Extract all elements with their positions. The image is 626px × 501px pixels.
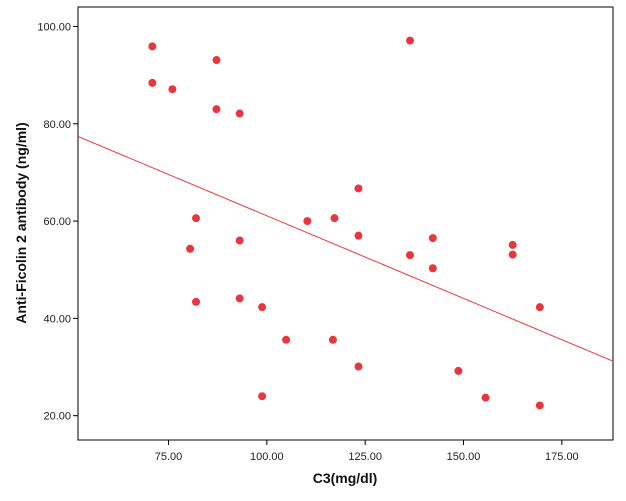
data-point bbox=[406, 251, 415, 260]
data-point bbox=[258, 303, 267, 312]
data-point bbox=[535, 303, 544, 312]
x-tick-label: 75.00 bbox=[155, 451, 183, 463]
data-point bbox=[186, 244, 195, 253]
data-point bbox=[212, 105, 221, 114]
y-tick-label: 40.00 bbox=[43, 313, 71, 325]
data-point bbox=[481, 393, 490, 402]
x-tick-label: 175.00 bbox=[545, 451, 579, 463]
y-tick-label: 100.00 bbox=[37, 21, 71, 33]
data-point bbox=[406, 36, 415, 45]
fit-line-layer bbox=[77, 135, 614, 362]
y-tick-label: 80.00 bbox=[43, 119, 71, 131]
x-axis-label: C3(mg/dl) bbox=[313, 470, 378, 486]
data-point bbox=[354, 362, 363, 371]
y-tick-label: 60.00 bbox=[43, 216, 71, 228]
data-points bbox=[148, 36, 544, 410]
data-point bbox=[235, 236, 244, 245]
data-point bbox=[212, 56, 221, 65]
data-point bbox=[192, 214, 201, 223]
y-axis-ticks: 20.00 40.00 60.00 80.00 100.00 bbox=[37, 21, 78, 423]
fit-line bbox=[77, 135, 614, 362]
data-point bbox=[508, 240, 517, 249]
data-point bbox=[258, 392, 267, 401]
x-axis-ticks: 75.00 100.00 125.00 150.00 175.00 bbox=[155, 440, 579, 463]
data-point bbox=[168, 85, 177, 94]
data-point bbox=[535, 401, 544, 410]
data-point bbox=[454, 366, 463, 375]
data-point bbox=[303, 217, 312, 226]
plot-area bbox=[77, 6, 614, 441]
y-axis-label: Anti-Ficolin 2 antibody (ng/ml) bbox=[13, 122, 29, 323]
data-point bbox=[328, 335, 337, 344]
data-point bbox=[354, 231, 363, 240]
data-point bbox=[148, 42, 157, 51]
x-tick-label: 125.00 bbox=[348, 451, 382, 463]
data-point bbox=[428, 234, 437, 243]
data-point bbox=[354, 184, 363, 193]
data-point bbox=[508, 250, 517, 259]
y-tick-label: 20.00 bbox=[43, 411, 71, 423]
data-point bbox=[235, 109, 244, 118]
data-point bbox=[148, 78, 157, 87]
data-point bbox=[192, 297, 201, 306]
data-point bbox=[235, 294, 244, 303]
data-point bbox=[428, 264, 437, 273]
x-tick-label: 100.00 bbox=[250, 451, 284, 463]
x-tick-label: 150.00 bbox=[447, 451, 481, 463]
data-point bbox=[282, 335, 291, 344]
data-point bbox=[330, 214, 339, 223]
